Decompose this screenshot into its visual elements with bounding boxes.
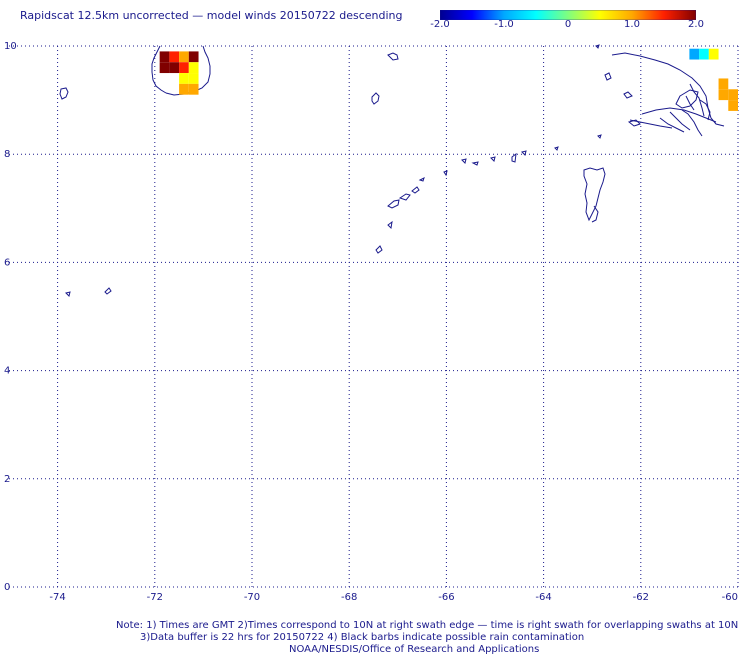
wind-cell [708,48,719,60]
wind-cell [159,62,170,74]
coast-islet-a [443,170,448,177]
note-line-2: 3)Data buffer is 22 hrs for 20150722 4) … [140,632,585,643]
wind-cell [188,83,199,95]
wind-cell [169,62,180,74]
x-tick-label: -62 [633,592,649,603]
coast-islet-l [595,44,600,49]
wind-cell [728,89,738,101]
wind-cell [699,48,709,60]
wind-cell [169,51,180,63]
wind-cell [718,78,729,90]
y-tick-label: 2 [4,474,10,485]
coast-guajira-islet [59,87,69,100]
note-line-1: Note: 1) Times are GMT 2)Times correspon… [116,620,739,631]
colorbar-tick-label: -1.0 [494,19,514,30]
y-tick-label: 8 [4,149,10,160]
wind-cell [179,73,189,84]
y-tick-label: 0 [4,582,10,593]
coast-islet-g [554,146,559,151]
coast-islet-h [597,134,602,139]
graticule [9,45,739,588]
coast-grenadines-2 [398,193,411,201]
chart-title: Rapidscat 12.5km uncorrected — model win… [20,9,403,22]
coast-islet-b [461,158,467,164]
x-tick-label: -72 [147,592,163,603]
coast-delta-9 [699,99,711,121]
x-tick-label: -64 [535,592,551,603]
coastlines [59,44,725,297]
coast-islet-c [471,161,479,166]
coast-grenadines-3 [411,186,420,194]
y-tick-label: 10 [4,41,17,52]
wind-cell [159,51,170,63]
coast-islet-d [490,156,496,162]
coast-trinidad-a [583,167,606,222]
x-tick-label: -60 [722,592,738,603]
wind-cell [188,73,199,84]
wind-cell [188,51,199,63]
coast-curacao [371,92,380,105]
coast-grenadines-4 [418,177,425,182]
colorbar-tick-label: 2.0 [688,19,704,30]
wind-cell [188,62,199,74]
x-tick-label: -74 [49,592,65,603]
coast-grenadines-6 [375,245,383,254]
colorbar-tick-label: 1.0 [624,19,640,30]
colorbar-tick-label: -2.0 [430,19,450,30]
coast-tobago-mainland [611,52,725,127]
colorbar-labels: -2.0 -1.0 0 1.0 2.0 [430,19,730,33]
wind-cell [689,48,700,60]
coast-islet-f [521,150,527,156]
wind-cell [179,62,189,74]
coast-trinidad-b [591,205,599,223]
coast-delta-1 [641,107,717,123]
coast-delta-6 [689,83,705,117]
colorbar [440,10,696,20]
colorbar-tick-label: 0 [564,19,572,30]
coast-maracaibo-west [151,45,167,94]
coast-delta-2 [675,89,699,109]
wind-cells [159,48,738,111]
coast-delta-5 [659,117,685,133]
coast-islet-j [623,91,633,99]
colorbar-gradient [440,10,696,20]
coast-delta-3 [681,109,703,137]
coast-delta-7 [685,95,695,111]
note-line-3: NOAA/NESDIS/Office of Research and Appli… [289,644,540,655]
wind-cell [728,100,738,111]
wind-cell [179,83,189,95]
coast-islet-k [604,72,612,81]
x-tick-label: -68 [341,592,357,603]
map-plot: -74 -72 -70 -68 -66 -64 -62 -60 0 2 4 6 8 10 [4,41,739,603]
coast-islet-n [104,287,112,295]
coast-aruba [387,52,399,61]
axis-ticks: -74 -72 -70 -68 -66 -64 -62 -60 0 2 4 6 8 10 [4,41,738,603]
y-tick-label: 4 [4,366,10,377]
coast-delta-4 [669,111,691,131]
coast-islet-e [511,152,517,163]
coast-delta-8 [629,119,673,129]
y-tick-label: 6 [4,257,10,268]
coast-grenadines-1 [387,199,400,209]
coast-grenadines-5 [387,220,393,230]
x-tick-label: -66 [438,592,454,603]
coast-islet-m [65,291,71,297]
wind-cell [718,89,729,101]
wind-cell [179,51,189,63]
x-tick-label: -70 [244,592,260,603]
